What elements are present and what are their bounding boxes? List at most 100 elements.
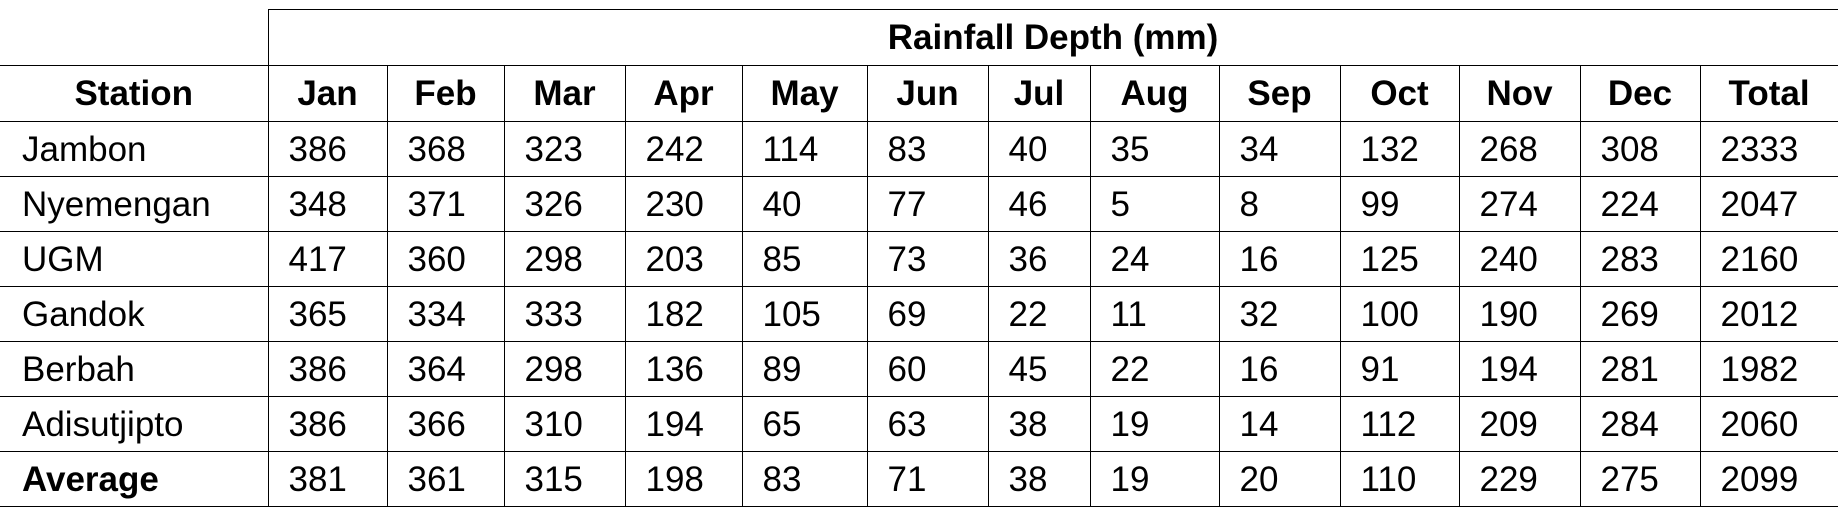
- value-cell: 386: [267, 396, 388, 452]
- month-header: Nov: [1458, 65, 1581, 122]
- value-cell: 99: [1339, 176, 1460, 232]
- value-cell: 5: [1089, 176, 1220, 232]
- group-header-row: Rainfall Depth (mm): [0, 9, 1838, 66]
- value-cell: 360: [386, 231, 505, 287]
- value-cell: 45: [987, 341, 1091, 397]
- month-header: Jan: [267, 65, 388, 122]
- value-cell: 284: [1579, 396, 1701, 452]
- month-header: Feb: [386, 65, 505, 122]
- value-cell: 315: [503, 451, 626, 507]
- value-cell: 381: [267, 451, 388, 507]
- value-cell: 83: [866, 121, 989, 177]
- month-header: May: [741, 65, 868, 122]
- value-cell: 35: [1089, 121, 1220, 177]
- value-cell: 60: [866, 341, 989, 397]
- month-header: Total: [1699, 65, 1838, 122]
- value-cell: 16: [1218, 341, 1341, 397]
- value-cell: 114: [741, 121, 868, 177]
- value-cell: 85: [741, 231, 868, 287]
- station-cell: UGM: [0, 231, 269, 287]
- value-cell: 40: [987, 121, 1091, 177]
- month-header: Jul: [987, 65, 1091, 122]
- rainfall-table: Rainfall Depth (mm) Station Jan Feb Mar Apr M…: [0, 9, 1838, 507]
- station-cell: Jambon: [0, 121, 269, 177]
- value-cell: 63: [866, 396, 989, 452]
- value-cell: 11: [1089, 286, 1220, 342]
- value-cell: 203: [624, 231, 743, 287]
- month-header: Aug: [1089, 65, 1220, 122]
- value-cell: 281: [1579, 341, 1701, 397]
- station-cell: Average: [0, 451, 269, 507]
- value-cell: 240: [1458, 231, 1581, 287]
- value-cell: 275: [1579, 451, 1701, 507]
- value-cell: 19: [1089, 396, 1220, 452]
- value-cell: 2333: [1699, 121, 1838, 177]
- value-cell: 105: [741, 286, 868, 342]
- value-cell: 333: [503, 286, 626, 342]
- value-cell: 194: [1458, 341, 1581, 397]
- value-cell: 229: [1458, 451, 1581, 507]
- month-header: Jun: [866, 65, 989, 122]
- value-cell: 182: [624, 286, 743, 342]
- value-cell: 34: [1218, 121, 1341, 177]
- data-row: UGM 417 360 298 203 85 73 36 24 16 125 240 283 2160: [0, 231, 1838, 287]
- value-cell: 364: [386, 341, 505, 397]
- data-row: Nyemengan 348 371 326 230 40 77 46 5 8 99 274 224 204…: [0, 176, 1838, 232]
- value-cell: 132: [1339, 121, 1460, 177]
- value-cell: 32: [1218, 286, 1341, 342]
- value-cell: 283: [1579, 231, 1701, 287]
- value-cell: 198: [624, 451, 743, 507]
- data-row: Jambon 386 368 323 242 114 83 40 35 34 132 268 308 23…: [0, 121, 1838, 177]
- value-cell: 46: [987, 176, 1091, 232]
- value-cell: 100: [1339, 286, 1460, 342]
- value-cell: 14: [1218, 396, 1341, 452]
- value-cell: 2060: [1699, 396, 1838, 452]
- value-cell: 298: [503, 231, 626, 287]
- value-cell: 366: [386, 396, 505, 452]
- data-row: Average 381 361 315 198 83 71 38 19 20 110 229 275 20…: [0, 451, 1838, 507]
- value-cell: 125: [1339, 231, 1460, 287]
- value-cell: 136: [624, 341, 743, 397]
- value-cell: 2099: [1699, 451, 1838, 507]
- value-cell: 19: [1089, 451, 1220, 507]
- month-header: Dec: [1579, 65, 1701, 122]
- station-cell: Gandok: [0, 286, 269, 342]
- value-cell: 73: [866, 231, 989, 287]
- value-cell: 224: [1579, 176, 1701, 232]
- station-cell: Berbah: [0, 341, 269, 397]
- value-cell: 2047: [1699, 176, 1838, 232]
- page: {"table": { "header_title": "Rainfall De…: [0, 9, 1838, 520]
- value-cell: 20: [1218, 451, 1341, 507]
- value-cell: 38: [987, 451, 1091, 507]
- value-cell: 326: [503, 176, 626, 232]
- value-cell: 69: [866, 286, 989, 342]
- value-cell: 323: [503, 121, 626, 177]
- value-cell: 417: [267, 231, 388, 287]
- value-cell: 386: [267, 121, 388, 177]
- value-cell: 230: [624, 176, 743, 232]
- value-cell: 386: [267, 341, 388, 397]
- value-cell: 22: [987, 286, 1091, 342]
- value-cell: 298: [503, 341, 626, 397]
- value-cell: 89: [741, 341, 868, 397]
- value-cell: 110: [1339, 451, 1460, 507]
- station-cell: Adisutjipto: [0, 396, 269, 452]
- value-cell: 8: [1218, 176, 1341, 232]
- value-cell: 269: [1579, 286, 1701, 342]
- value-cell: 371: [386, 176, 505, 232]
- value-cell: 16: [1218, 231, 1341, 287]
- value-cell: 2160: [1699, 231, 1838, 287]
- value-cell: 334: [386, 286, 505, 342]
- value-cell: 91: [1339, 341, 1460, 397]
- value-cell: 274: [1458, 176, 1581, 232]
- value-cell: 348: [267, 176, 388, 232]
- value-cell: 310: [503, 396, 626, 452]
- blank-cell: [0, 9, 269, 66]
- month-header: Sep: [1218, 65, 1341, 122]
- station-header: Station: [0, 65, 269, 122]
- value-cell: 1982: [1699, 341, 1838, 397]
- value-cell: 242: [624, 121, 743, 177]
- column-header-row: Station Jan Feb Mar Apr May Jun Jul Aug Sep Oct Nov…: [0, 65, 1838, 122]
- station-cell: Nyemengan: [0, 176, 269, 232]
- data-row: Gandok 365 334 333 182 105 69 22 11 32 100 190 269 20…: [0, 286, 1838, 342]
